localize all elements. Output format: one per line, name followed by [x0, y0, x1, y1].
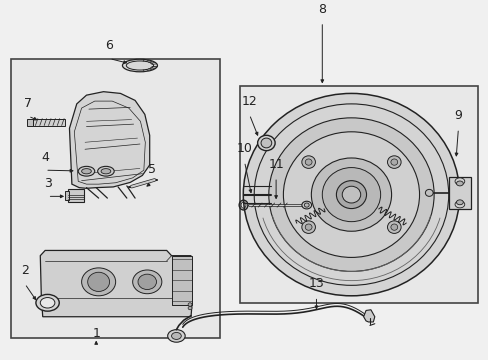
Ellipse shape [390, 159, 397, 165]
Ellipse shape [386, 156, 400, 168]
Text: 7: 7 [24, 97, 32, 110]
Ellipse shape [305, 159, 311, 165]
Ellipse shape [188, 303, 192, 306]
Ellipse shape [81, 268, 116, 296]
Ellipse shape [87, 272, 109, 292]
Ellipse shape [322, 167, 380, 222]
Polygon shape [363, 310, 374, 322]
Ellipse shape [81, 168, 91, 174]
Ellipse shape [78, 166, 95, 176]
Circle shape [167, 330, 185, 342]
Text: 4: 4 [41, 151, 49, 164]
Ellipse shape [336, 181, 366, 208]
Ellipse shape [138, 274, 156, 289]
Ellipse shape [40, 298, 55, 308]
Ellipse shape [311, 158, 391, 231]
Bar [448, 177, 470, 208]
Text: 13: 13 [308, 277, 324, 290]
Text: 6: 6 [105, 39, 113, 52]
Text: 3: 3 [43, 177, 51, 190]
Ellipse shape [301, 201, 311, 209]
Ellipse shape [301, 221, 315, 233]
Text: 9: 9 [453, 109, 462, 122]
Polygon shape [40, 251, 192, 317]
Ellipse shape [132, 270, 162, 294]
Ellipse shape [257, 135, 275, 150]
Ellipse shape [188, 306, 192, 310]
Circle shape [454, 201, 464, 208]
Ellipse shape [301, 156, 315, 168]
Ellipse shape [243, 94, 459, 296]
Ellipse shape [122, 59, 157, 72]
Text: 1: 1 [92, 327, 100, 340]
Bar [33, 118, 64, 126]
Ellipse shape [305, 224, 311, 230]
Bar [68, 189, 84, 202]
Text: 2: 2 [21, 264, 29, 277]
Circle shape [456, 181, 462, 186]
Ellipse shape [283, 132, 419, 257]
Text: 11: 11 [268, 158, 284, 171]
Bar [64, 192, 69, 200]
Bar [239, 86, 477, 303]
Circle shape [454, 178, 464, 185]
Polygon shape [69, 92, 149, 188]
Text: 5: 5 [148, 163, 156, 176]
Circle shape [171, 332, 181, 339]
Circle shape [456, 200, 462, 205]
Ellipse shape [261, 138, 271, 148]
Bar [171, 256, 192, 305]
Bar [11, 59, 220, 338]
Ellipse shape [304, 203, 308, 207]
Ellipse shape [268, 118, 433, 271]
Text: 8: 8 [318, 3, 325, 15]
Ellipse shape [98, 166, 114, 176]
Text: 10: 10 [236, 142, 252, 155]
Text: 12: 12 [241, 95, 257, 108]
Ellipse shape [390, 224, 397, 230]
Bar [27, 118, 33, 126]
Ellipse shape [425, 189, 432, 196]
Ellipse shape [101, 168, 111, 174]
Ellipse shape [386, 221, 400, 233]
Ellipse shape [36, 294, 59, 311]
Ellipse shape [342, 186, 360, 203]
